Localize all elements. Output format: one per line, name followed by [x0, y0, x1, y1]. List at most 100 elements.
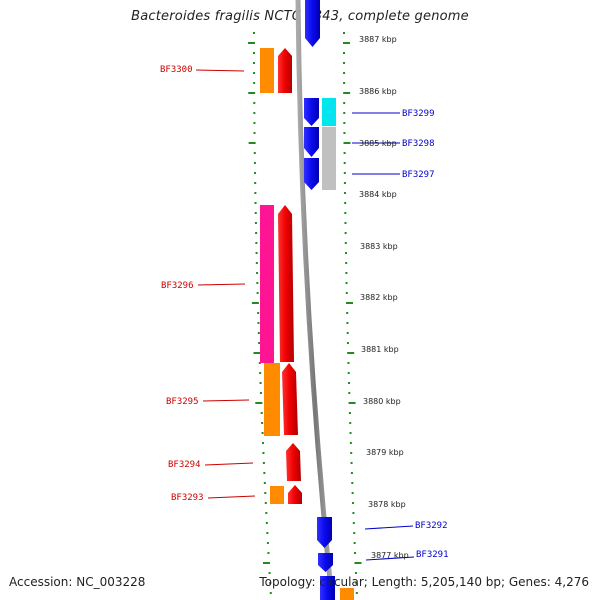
- tick-mark: [345, 292, 348, 294]
- right-gene-labels: BF3299 BF3298 BF3297 BF3292 BF3291: [352, 109, 449, 561]
- tick-mark: [345, 302, 353, 304]
- gene-label-bf3299[interactable]: BF3299: [402, 109, 435, 119]
- tick-mark: [343, 142, 351, 144]
- scale-label-3877: 3877 kbp: [371, 551, 409, 560]
- gene-arrow-bf3295[interactable]: [282, 363, 298, 435]
- tick-mark: [257, 312, 260, 314]
- tick-mark: [343, 42, 351, 44]
- tick-mark: [265, 512, 268, 514]
- gene-arrow-bf3292[interactable]: [317, 517, 332, 548]
- tick-mark: [344, 202, 347, 204]
- tick-mark: [345, 262, 348, 264]
- tick-mark: [354, 552, 357, 554]
- tick-mark: [253, 352, 261, 354]
- feature-box-bf3293[interactable]: [270, 486, 284, 504]
- tick-mark: [256, 292, 259, 294]
- tick-mark: [259, 382, 262, 384]
- scale-label-3885: 3885 kbp: [359, 139, 397, 148]
- tick-mark: [268, 572, 271, 574]
- tick-mark: [354, 562, 362, 564]
- tick-mark: [347, 362, 350, 364]
- genome-backbone: [295, 0, 335, 600]
- tick-mark: [352, 522, 355, 524]
- gene-label-bf3296[interactable]: BF3296: [161, 281, 194, 291]
- tick-mark: [351, 492, 354, 494]
- tick-mark: [344, 252, 347, 254]
- tick-mark: [343, 102, 346, 104]
- tick-mark: [264, 492, 267, 494]
- tick-mark: [248, 142, 256, 144]
- gene-arrow-bf3300[interactable]: [278, 48, 292, 93]
- tick-mark: [253, 122, 256, 124]
- tick-mark: [254, 202, 257, 204]
- tick-mark: [349, 442, 352, 444]
- gene-label-bf3298[interactable]: BF3298: [402, 139, 435, 149]
- feature-box-bf3296[interactable]: [260, 205, 274, 363]
- left-gene-labels: BF3300 BF3296 BF3295 BF3294 BF3293: [160, 65, 256, 503]
- tick-mark: [348, 412, 351, 414]
- tick-mark: [253, 62, 256, 64]
- tick-mark: [255, 262, 258, 264]
- tick-mark: [257, 322, 260, 324]
- tick-mark: [262, 452, 265, 454]
- feature-box-bf3295[interactable]: [264, 363, 280, 436]
- tick-mark: [261, 442, 264, 444]
- feature-box-bf3299[interactable]: [322, 98, 336, 126]
- tick-mark: [346, 342, 349, 344]
- genome-summary-text: Topology: circular; Length: 5,205,140 bp…: [259, 575, 589, 589]
- tick-mark: [257, 332, 260, 334]
- tick-mark: [348, 402, 356, 404]
- tick-mark: [264, 502, 267, 504]
- tick-mark: [251, 302, 259, 304]
- tick-mark: [347, 372, 350, 374]
- tick-mark: [263, 482, 266, 484]
- tick-mark: [350, 462, 353, 464]
- gene-arrow-bf3293[interactable]: [288, 485, 302, 504]
- tick-mark: [254, 182, 257, 184]
- gene-label-bf3294[interactable]: BF3294: [168, 460, 201, 470]
- tick-mark: [350, 472, 353, 474]
- tick-mark: [253, 102, 256, 104]
- tick-mark: [346, 312, 349, 314]
- scale-label-3882: 3882 kbp: [360, 293, 398, 302]
- tick-mark: [256, 282, 259, 284]
- feature-box-bf3300[interactable]: [260, 48, 274, 93]
- gene-label-bf3291[interactable]: BF3291: [416, 550, 449, 560]
- tick-mark: [266, 542, 269, 544]
- scale-label-3880: 3880 kbp: [363, 397, 401, 406]
- scale-label-3883: 3883 kbp: [360, 242, 398, 251]
- tick-mark: [269, 582, 272, 584]
- gene-label-bf3300[interactable]: BF3300: [160, 65, 193, 75]
- tick-mark: [267, 552, 270, 554]
- gene-label-bf3297[interactable]: BF3297: [402, 170, 435, 180]
- gene-arrow-top[interactable]: [305, 0, 320, 47]
- tick-mark: [343, 62, 346, 64]
- gene-label-bf3295[interactable]: BF3295: [166, 397, 199, 407]
- scale-label-3884: 3884 kbp: [359, 190, 397, 199]
- tick-mark: [349, 422, 352, 424]
- gene-arrow-bf3299[interactable]: [304, 98, 319, 126]
- tick-mark: [345, 272, 348, 274]
- tick-mark: [355, 592, 358, 594]
- gene-arrow-bf3297[interactable]: [304, 158, 319, 190]
- tick-mark: [263, 472, 266, 474]
- gene-label-bf3293[interactable]: BF3293: [171, 493, 204, 503]
- gene-arrow-bf3294[interactable]: [286, 443, 301, 481]
- tick-mark: [260, 412, 263, 414]
- feature-box-bottom[interactable]: [340, 588, 354, 600]
- gene-arrow-bottom[interactable]: [320, 576, 335, 600]
- tick-mark: [348, 382, 351, 384]
- gene-arrow-bf3291[interactable]: [318, 553, 333, 572]
- gene-arrow-bf3296[interactable]: [278, 205, 294, 362]
- tick-mark: [344, 242, 347, 244]
- tick-mark: [353, 532, 356, 534]
- accession-text: Accession: NC_003228: [9, 575, 146, 589]
- tick-mark: [352, 502, 355, 504]
- gene-label-bf3292[interactable]: BF3292: [415, 521, 448, 531]
- tick-mark: [343, 162, 346, 164]
- feature-box-bf3298[interactable]: [322, 127, 336, 190]
- gene-arrow-bf3298[interactable]: [304, 127, 319, 157]
- tick-mark: [253, 52, 256, 54]
- tick-mark: [248, 42, 256, 44]
- tick-mark: [253, 152, 256, 154]
